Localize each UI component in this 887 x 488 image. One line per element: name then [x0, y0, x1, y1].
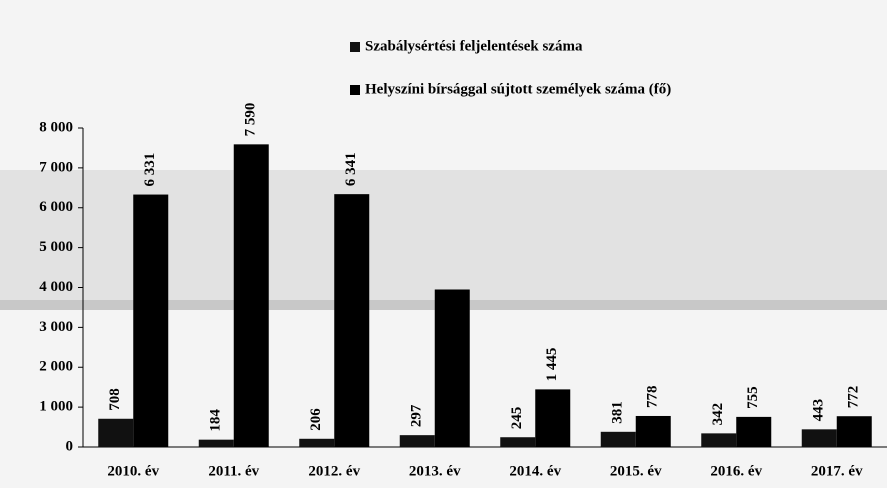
bar [98, 419, 133, 447]
bar [802, 429, 837, 447]
y-tick-label: 8 000 [39, 119, 73, 135]
x-tick-label: 2011. év [208, 463, 259, 479]
value-label: 206 [308, 408, 324, 431]
x-tick-label: 2012. év [308, 463, 360, 479]
x-tick-label: 2015. év [610, 463, 662, 479]
x-tick-label: 2014. év [509, 463, 561, 479]
x-tick-label: 2017. év [811, 463, 863, 479]
value-label: 1 445 [544, 348, 560, 382]
value-label: 6 331 [142, 153, 158, 187]
legend-label: Helyszíni bírsággal sújtott személyek sz… [365, 81, 671, 97]
value-label: 297 [409, 404, 425, 427]
y-tick-label: 3 000 [39, 319, 73, 335]
value-label: 755 [745, 386, 761, 409]
y-tick-label: 2 000 [39, 359, 73, 375]
legend-marker [350, 42, 360, 52]
value-label: 6 341 [343, 152, 359, 186]
bar [636, 416, 671, 447]
bar [736, 417, 771, 447]
value-label: 772 [846, 386, 862, 409]
value-label: 342 [710, 403, 726, 426]
x-tick-label: 2010. év [107, 463, 159, 479]
bar [535, 389, 570, 447]
bar [400, 435, 435, 447]
background-building [0, 170, 887, 310]
value-label: 443 [811, 399, 827, 422]
bar [234, 144, 269, 447]
y-tick-label: 4 000 [39, 279, 73, 295]
bar [199, 440, 234, 447]
legend-marker [350, 85, 360, 95]
value-label: 708 [107, 388, 123, 411]
bar [334, 194, 369, 447]
value-label: 381 [610, 401, 626, 424]
x-tick-label: 2013. év [409, 463, 461, 479]
chart: 0 1 000 2 000 3 000 4 000 5 000 6 000 7 000 8 00… [0, 0, 887, 488]
x-tick-label: 2016. év [710, 463, 762, 479]
bar [701, 433, 736, 447]
bar [500, 437, 535, 447]
y-tick-label: 5 000 [39, 239, 73, 255]
bar [299, 439, 334, 447]
value-label: 245 [509, 407, 525, 430]
legend-label: Szabálysértési feljelentések száma [365, 38, 583, 54]
y-tick-label: 0 [66, 438, 74, 454]
bar [133, 195, 168, 447]
bar [435, 289, 470, 447]
y-tick-label: 6 000 [39, 199, 73, 215]
bar [837, 416, 872, 447]
bar [601, 432, 636, 447]
y-tick-label: 7 000 [39, 159, 73, 175]
y-tick-label: 1 000 [39, 399, 73, 415]
value-label: 778 [645, 385, 661, 408]
value-label: 7 590 [243, 103, 259, 137]
value-label: 184 [208, 409, 224, 432]
